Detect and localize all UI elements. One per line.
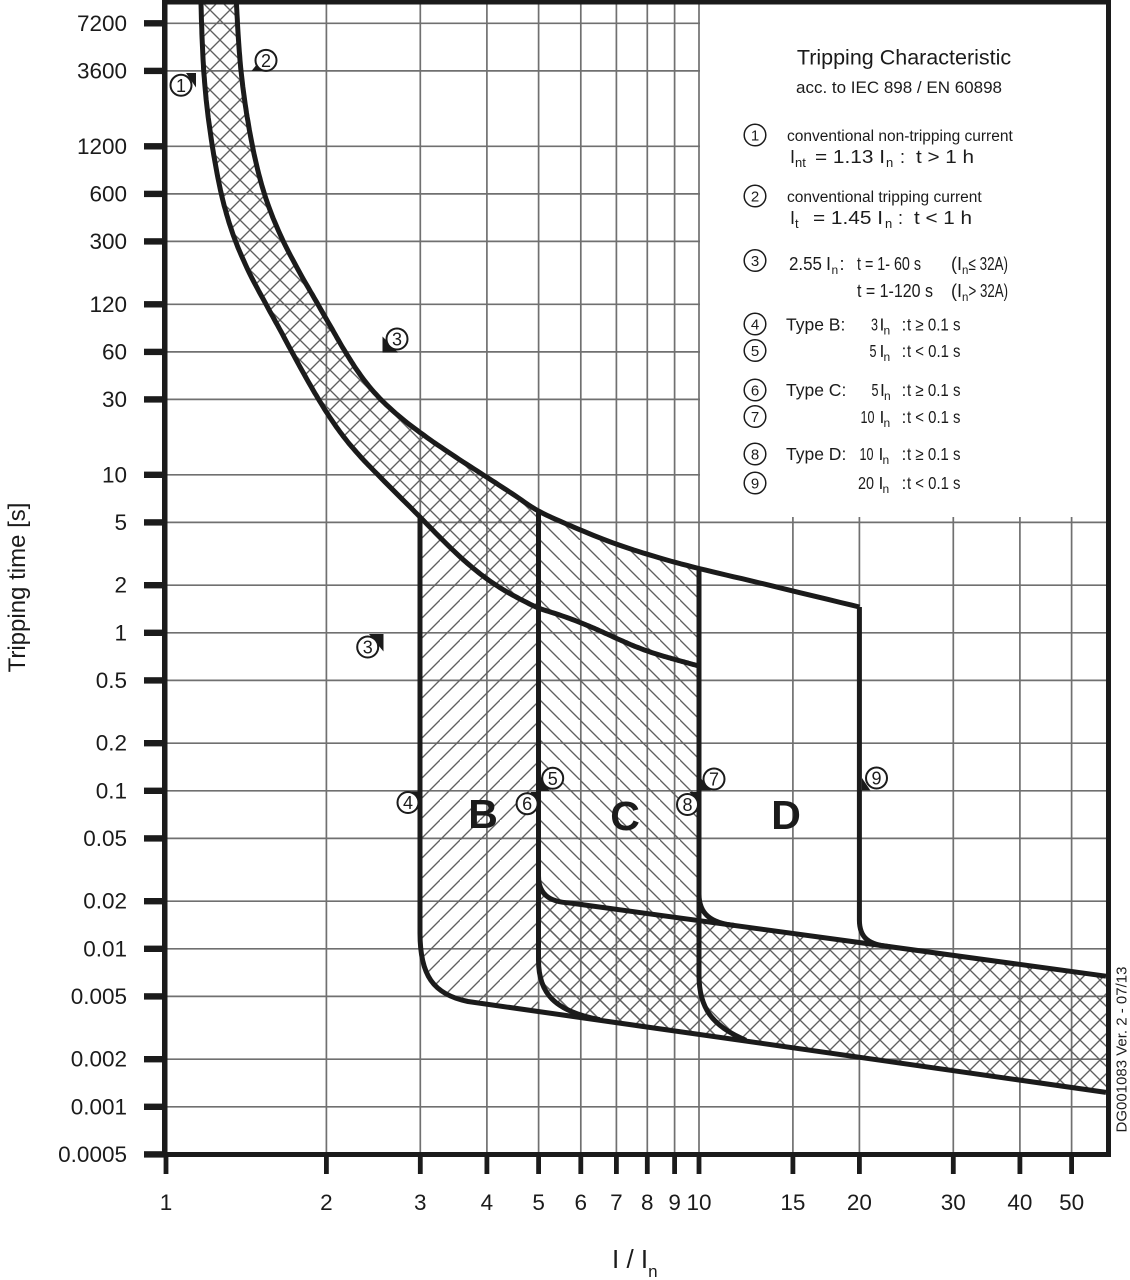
svg-text:Tripping time [s]: Tripping time [s] xyxy=(4,503,31,673)
svg-text:0.2: 0.2 xyxy=(96,731,127,756)
svg-text:3: 3 xyxy=(392,330,402,350)
svg-text:0.0005: 0.0005 xyxy=(58,1142,127,1167)
svg-text:3: 3 xyxy=(363,638,373,658)
svg-text:7: 7 xyxy=(709,770,719,790)
svg-text:0.002: 0.002 xyxy=(71,1047,127,1072)
svg-text:1: 1 xyxy=(160,1190,173,1215)
svg-text:4: 4 xyxy=(403,793,413,813)
svg-text:20: 20 xyxy=(847,1190,872,1215)
svg-text:4: 4 xyxy=(751,317,759,334)
svg-text:40: 40 xyxy=(1007,1190,1032,1215)
svg-text:conventional tripping current: conventional tripping current xyxy=(787,189,982,206)
svg-text:4: 4 xyxy=(481,1190,494,1215)
svg-text:t = 1-120 s(In > 32A): t = 1-120 s (In > 32A) xyxy=(857,281,1008,304)
svg-text:50: 50 xyxy=(1059,1190,1084,1215)
svg-text:0.1: 0.1 xyxy=(96,778,127,803)
svg-text:0.05: 0.05 xyxy=(83,826,127,851)
svg-text:2: 2 xyxy=(114,573,127,598)
svg-text:acc. to IEC 898 / EN 60898: acc. to IEC 898 / EN 60898 xyxy=(796,78,1002,97)
svg-text:conventional non-tripping curr: conventional non-tripping current xyxy=(787,128,1013,145)
svg-text:30: 30 xyxy=(102,387,127,412)
svg-text:30: 30 xyxy=(941,1190,966,1215)
svg-text:0.02: 0.02 xyxy=(83,889,127,914)
svg-text:2: 2 xyxy=(261,51,271,71)
svg-text:B: B xyxy=(468,791,498,837)
svg-text:1: 1 xyxy=(176,76,186,96)
svg-text:0.01: 0.01 xyxy=(83,936,127,961)
svg-text:8: 8 xyxy=(751,447,759,464)
svg-text:3600: 3600 xyxy=(77,58,127,83)
svg-text:1: 1 xyxy=(751,128,759,145)
svg-text:600: 600 xyxy=(89,181,127,206)
svg-text:5: 5 xyxy=(548,769,558,789)
svg-text:0.001: 0.001 xyxy=(71,1094,127,1119)
svg-text:9: 9 xyxy=(751,476,759,493)
svg-text:6: 6 xyxy=(522,794,532,814)
svg-text:D: D xyxy=(771,792,801,838)
svg-text:It = 1.45 In :t < 1 h: It = 1.45 In :t < 1 h xyxy=(790,208,972,231)
svg-text:5: 5 xyxy=(114,510,127,535)
svg-text:8: 8 xyxy=(682,795,692,815)
svg-text:15: 15 xyxy=(780,1190,805,1215)
svg-text:2: 2 xyxy=(320,1190,333,1215)
svg-text:60: 60 xyxy=(102,339,127,364)
svg-text:Tripping Characteristic: Tripping Characteristic xyxy=(797,46,1012,70)
svg-text:Int = 1.13 In :t > 1 h: Int = 1.13 In :t > 1 h xyxy=(790,147,974,170)
svg-text:7200: 7200 xyxy=(77,11,127,36)
svg-text:7: 7 xyxy=(751,409,759,426)
svg-text:7: 7 xyxy=(610,1190,623,1215)
svg-text:C: C xyxy=(610,793,640,839)
svg-text:DG001083 Ver. 2 - 07/13: DG001083 Ver. 2 - 07/13 xyxy=(1114,967,1130,1133)
svg-text:Type B:3In : t ≥ 0.1 s: Type B: 3In : t ≥ 0.1 s xyxy=(786,315,961,338)
svg-text:10: 10 xyxy=(102,462,127,487)
svg-text:Type C:5In : t ≥ 0.1 s: Type C: 5In : t ≥ 0.1 s xyxy=(786,380,961,403)
svg-text:120: 120 xyxy=(89,292,127,317)
svg-text:5: 5 xyxy=(751,343,759,360)
svg-text:2: 2 xyxy=(751,189,759,206)
svg-text:300: 300 xyxy=(89,229,127,254)
svg-text:5In : t < 0.1 s: 5 In : t < 0.1 s xyxy=(870,341,961,364)
svg-text:10: 10 xyxy=(686,1190,711,1215)
svg-text:3: 3 xyxy=(414,1190,427,1215)
svg-text:9: 9 xyxy=(668,1190,681,1215)
svg-text:9: 9 xyxy=(871,769,881,789)
svg-text:8: 8 xyxy=(641,1190,654,1215)
svg-text:1: 1 xyxy=(114,620,127,645)
svg-text:0.005: 0.005 xyxy=(71,984,127,1009)
svg-text:6: 6 xyxy=(751,383,759,400)
svg-text:1200: 1200 xyxy=(77,134,127,159)
svg-text:5: 5 xyxy=(532,1190,545,1215)
svg-text:0.5: 0.5 xyxy=(96,668,127,693)
svg-text:6: 6 xyxy=(575,1190,588,1215)
svg-text:3: 3 xyxy=(751,253,759,270)
